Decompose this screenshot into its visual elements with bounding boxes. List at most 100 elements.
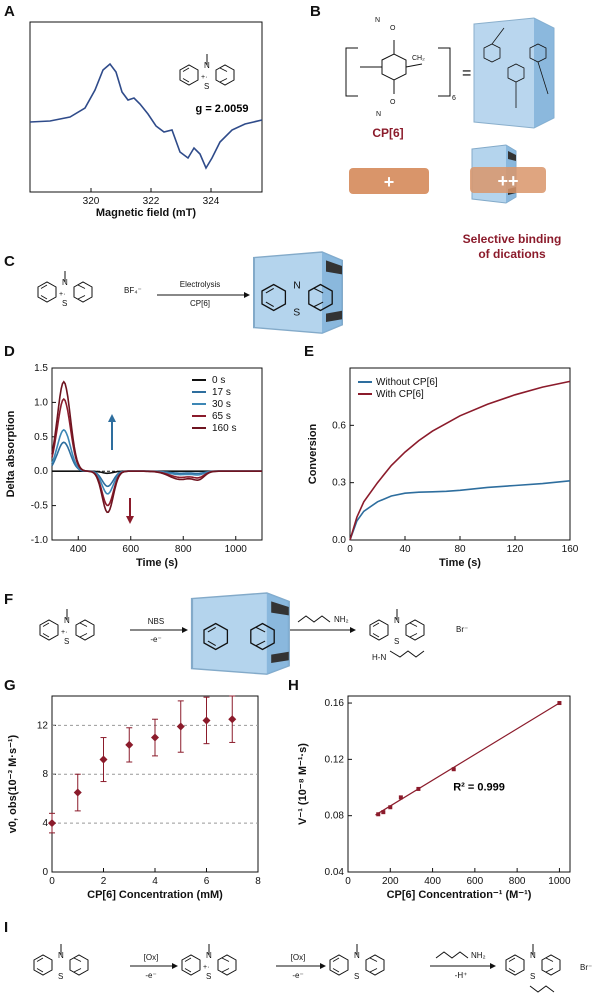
atom-s: S	[204, 82, 209, 91]
i-product: N S	[505, 944, 561, 993]
y-tick-label: 4	[42, 818, 48, 829]
svg-text:S: S	[530, 972, 535, 981]
tick-label: 322	[143, 196, 160, 207]
increase-arrow-head	[108, 414, 116, 422]
f-bromide: Br⁻	[456, 625, 468, 634]
f-nh: H-N	[372, 653, 386, 662]
data-point	[398, 795, 403, 800]
svg-text:S: S	[58, 972, 63, 981]
f-amine: NH₂	[334, 615, 349, 624]
series-line-160s	[51, 380, 262, 514]
svg-text:S: S	[354, 972, 359, 981]
panel-label-e: E	[304, 343, 314, 360]
cp6-cage-model	[473, 17, 555, 129]
svg-text:N: N	[394, 616, 400, 625]
svg-text:N: N	[58, 951, 64, 960]
svg-text:N: N	[530, 951, 536, 960]
i-step3-bottom: -H⁺	[455, 971, 468, 980]
y-tick-label: 0.04	[325, 867, 345, 878]
x-tick-label: 400	[70, 544, 87, 555]
carbamate-top: O	[390, 25, 396, 32]
f-product: N S	[369, 609, 425, 658]
x-tick-label: 1000	[225, 544, 248, 555]
x-axis-label: Time (s)	[136, 557, 178, 569]
data-point	[388, 805, 393, 810]
data-point	[176, 722, 185, 731]
butylamine	[297, 615, 331, 623]
f-reagent-bottom: -e⁻	[150, 635, 161, 644]
legend-label: 160 s	[212, 423, 236, 434]
monocation-bar: +	[349, 168, 429, 194]
panel-label-c: C	[4, 253, 15, 270]
y-tick-label: -0.5	[31, 501, 49, 512]
y-tick-label: -1.0	[31, 535, 49, 546]
x-tick-label: 800	[175, 544, 192, 555]
legend-label: 30 s	[212, 399, 231, 410]
x-tick-label: 600	[467, 876, 484, 887]
y-tick-label: 0.16	[325, 698, 345, 709]
equals-sign: =	[462, 65, 471, 82]
radical-mark: +·	[203, 964, 209, 971]
y-tick-label: 8	[42, 769, 48, 780]
data-point	[228, 715, 237, 724]
x-tick-label: 40	[399, 544, 411, 555]
x-tick-label: 400	[424, 876, 441, 887]
carbamate-n: N	[376, 111, 381, 118]
x-tick-label: 4	[152, 876, 158, 887]
y-axis-label: v0, obs(10⁻³ M·s⁻¹)	[7, 734, 19, 833]
i-step2: N S	[329, 944, 385, 981]
series-line-30s	[51, 428, 262, 495]
series-line	[349, 380, 571, 541]
mono-plus: +	[384, 172, 395, 192]
data-point	[381, 810, 386, 815]
x-axis-label: CP[6] Concentration (mM)	[87, 889, 223, 901]
atom-n: N	[62, 278, 68, 287]
x-tick-label: 0	[347, 544, 353, 555]
i-amine: NH₂	[471, 951, 486, 960]
repeat-subscript: 6	[452, 95, 456, 102]
atom-s: S	[62, 299, 67, 308]
svg-text:S: S	[394, 637, 399, 646]
cp6-name: CP[6]	[372, 126, 403, 140]
caged-dication: N S	[253, 251, 343, 335]
panel-label-f: F	[4, 591, 13, 608]
x-tick-label: 0	[49, 876, 55, 887]
panel-label-a: A	[4, 3, 15, 20]
x-tick-label: 80	[454, 544, 466, 555]
svg-text:N: N	[354, 951, 360, 960]
x-tick-label: 800	[509, 876, 526, 887]
x-axis-ticks: 320 322 324	[83, 188, 220, 207]
decrease-arrow-head	[126, 516, 134, 524]
i-ox2-top: [Ox]	[291, 953, 306, 962]
y-tick-label: 0	[42, 867, 48, 878]
i-step1: N S +·	[181, 944, 237, 981]
x-tick-label: 200	[382, 876, 399, 887]
data-point	[151, 733, 159, 742]
ptz-radical-salt: N S +·	[37, 271, 93, 308]
panel-label-b: B	[310, 3, 321, 20]
data-point	[48, 819, 56, 828]
svg-text:N: N	[206, 951, 212, 960]
y-tick-label: 0.0	[34, 466, 48, 477]
carbamate-n: N	[375, 17, 380, 24]
x-axis-label: Time (s)	[439, 557, 481, 569]
svg-text:S: S	[64, 637, 69, 646]
legend-label: 65 s	[212, 411, 231, 422]
panel-label-h: H	[288, 677, 299, 694]
data-point	[557, 701, 562, 706]
data-point	[376, 812, 381, 817]
y-axis-label: V⁻¹ (10⁻⁸ M⁻¹·s)	[297, 743, 309, 825]
data-point	[451, 767, 456, 772]
counterion-bf4: BF₄⁻	[124, 286, 142, 295]
y-axis-label: Conversion	[307, 423, 319, 484]
data-point	[125, 740, 134, 749]
data-point	[73, 788, 82, 797]
radical-cation-structure: N S +·	[179, 54, 235, 91]
i-ox1-bottom: -e⁻	[145, 971, 156, 980]
x-tick-label: 160	[562, 544, 579, 555]
carbamate-bottom: O	[390, 99, 396, 106]
x-tick-label: 2	[101, 876, 107, 887]
g-value: g = 2.0059	[196, 103, 249, 115]
tick-label: 324	[203, 196, 220, 207]
